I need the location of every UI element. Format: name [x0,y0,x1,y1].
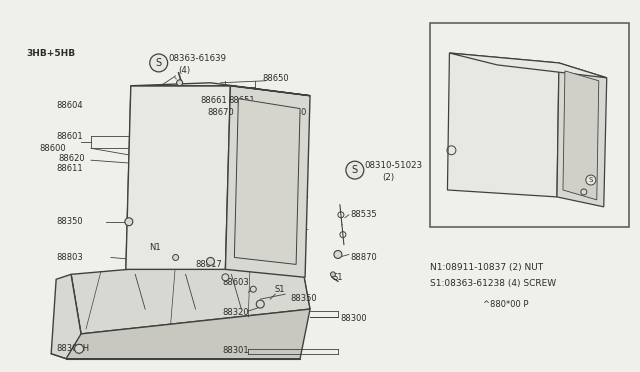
Polygon shape [234,99,300,264]
Text: 88600: 88600 [529,35,556,44]
Text: 88670: 88670 [207,108,234,117]
Polygon shape [447,53,559,197]
Text: 88620: 88620 [514,45,541,55]
Polygon shape [449,53,607,78]
Circle shape [207,257,214,265]
Text: 88320: 88320 [223,308,249,317]
Text: 3HB+5HB: 3HB+5HB [26,48,76,58]
Polygon shape [126,86,230,269]
Circle shape [222,274,229,281]
Text: 88611: 88611 [483,60,510,70]
Circle shape [177,80,182,86]
Text: 88601: 88601 [56,132,83,141]
Polygon shape [131,83,310,96]
Circle shape [150,54,168,72]
Polygon shape [71,254,310,334]
Circle shape [256,300,264,308]
Text: 88307H: 88307H [56,344,89,353]
Text: 88604: 88604 [56,101,83,110]
Text: (2): (2) [383,173,395,182]
Text: N1:08911-10837 (2) NUT: N1:08911-10837 (2) NUT [429,263,543,272]
Text: 88600: 88600 [39,144,66,153]
Polygon shape [557,63,607,207]
Text: 88350: 88350 [56,217,83,226]
Circle shape [330,272,335,277]
Polygon shape [66,309,310,359]
Text: ^880*00 P: ^880*00 P [483,299,529,309]
Text: S1:08363-61238 (4) SCREW: S1:08363-61238 (4) SCREW [429,279,556,288]
Text: S1: S1 [594,130,604,139]
Text: S1: S1 [333,273,344,282]
Text: 88535: 88535 [351,210,378,219]
Circle shape [586,175,596,185]
Text: 08363-61639: 08363-61639 [169,54,227,64]
Circle shape [75,344,84,353]
Circle shape [173,254,179,260]
Circle shape [334,250,342,259]
Text: (4): (4) [179,66,191,76]
Text: 88661: 88661 [200,96,227,105]
Text: 3HB>DX: 3HB>DX [438,33,481,42]
Text: 88620: 88620 [58,154,84,163]
Text: S: S [156,58,162,68]
Text: 88606E: 88606E [569,202,601,211]
Text: N1: N1 [148,243,161,252]
Text: 88603: 88603 [223,278,249,287]
Text: 88611: 88611 [56,164,83,173]
Bar [429,23,628,227]
Text: 88300: 88300 [340,314,367,324]
Polygon shape [563,71,599,200]
Text: 88601: 88601 [559,60,586,70]
Circle shape [581,189,587,195]
Text: S: S [589,177,593,183]
Circle shape [125,218,133,226]
Text: 88301: 88301 [223,346,249,355]
Polygon shape [51,274,81,359]
Text: 79940: 79940 [280,108,307,117]
Text: 08310-51023: 08310-51023 [365,161,423,170]
Text: 88803: 88803 [56,253,83,262]
Text: S: S [352,165,358,175]
Text: 88870: 88870 [351,253,378,262]
Text: 88650: 88650 [262,74,289,83]
Text: 88817: 88817 [196,260,222,269]
Polygon shape [225,86,310,277]
Circle shape [346,161,364,179]
Text: S1: S1 [274,285,285,294]
Text: 88350: 88350 [290,294,317,303]
Circle shape [250,286,256,292]
Text: 88651: 88651 [228,96,255,105]
